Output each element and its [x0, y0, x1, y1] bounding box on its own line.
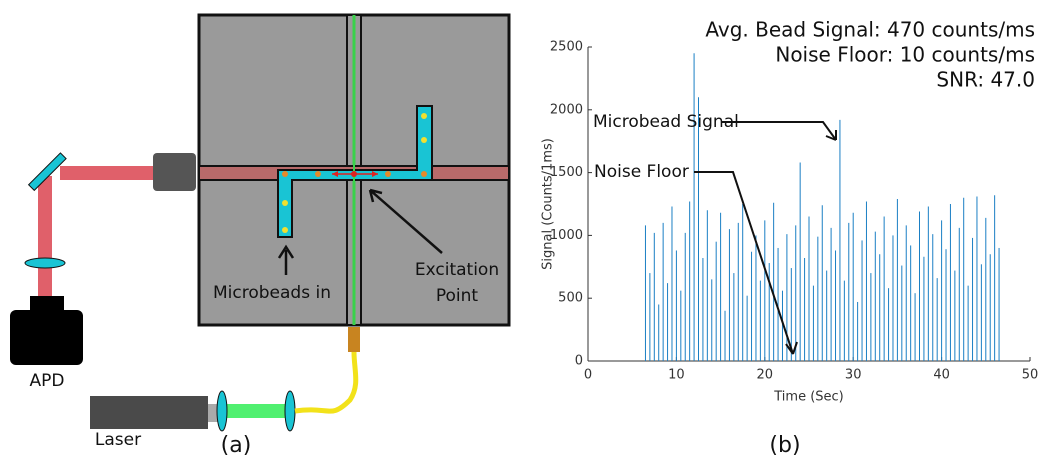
x-tick-label: 0 — [584, 368, 592, 383]
y-tick-label: 0 — [575, 354, 583, 369]
annotation: Microbead Signal — [593, 112, 739, 132]
laser — [90, 396, 208, 429]
stat-text: Avg. Bead Signal: 470 counts/ms — [705, 18, 1035, 42]
y-tick-label: 500 — [558, 291, 583, 306]
objective — [153, 153, 196, 191]
panel-label: (a) — [221, 433, 252, 458]
laser-tip — [208, 404, 218, 422]
emission-beam-down — [38, 176, 52, 296]
excitation-point — [351, 171, 357, 177]
x-tick-label: 30 — [845, 368, 862, 383]
lens — [284, 390, 296, 432]
diagram-label: Microbeads in — [213, 283, 331, 303]
apd-top — [30, 296, 64, 312]
x-tick-label: 10 — [668, 368, 685, 383]
annotations: Microbead Signal Noise Floor — [593, 112, 837, 355]
stat-text: SNR: 47.0 — [936, 68, 1035, 92]
y-tick-label: 1500 — [550, 165, 583, 180]
stat-text: Noise Floor: 10 counts/ms — [775, 43, 1035, 67]
x-axis-label: Time (Sec) — [773, 390, 844, 405]
fiber-coupler — [348, 327, 360, 352]
beads — [282, 113, 427, 233]
x-tick-label: 40 — [933, 368, 950, 383]
x-tick-label: 20 — [757, 368, 774, 383]
panel-label: (b) — [769, 433, 800, 458]
apd — [10, 310, 83, 365]
diagram: Microbeads in Excitation Point APD Laser… — [10, 13, 511, 458]
chart: 2500 2000 1500 1000 500 0 50 40 30 20 10 0 Avg. Bea… — [541, 18, 1039, 459]
x-tick-label: 50 — [1022, 368, 1039, 383]
diagram-label: Excitation — [415, 260, 499, 280]
annotation: Noise Floor — [594, 162, 689, 182]
y-tick-label: 2000 — [550, 102, 583, 117]
mirror — [27, 152, 67, 192]
diagram-label: APD — [30, 371, 65, 391]
y-tick-label: 2500 — [550, 40, 583, 55]
excitation-arrow — [368, 188, 443, 254]
lens — [24, 257, 66, 269]
laser-beam — [218, 404, 290, 418]
diagram-label: Laser — [95, 430, 141, 450]
annotation-arrow — [694, 171, 798, 355]
lens — [216, 390, 228, 432]
inlet-arrow — [277, 244, 295, 275]
y-tick-label: 1000 — [550, 228, 583, 243]
y-axis-label: Signal (Counts/1ms) — [541, 138, 556, 270]
emission-beam — [60, 166, 156, 180]
fiber — [294, 351, 359, 414]
annotation-arrow — [722, 121, 837, 141]
beads-orange — [282, 171, 427, 177]
diagram-label: Point — [436, 286, 479, 306]
